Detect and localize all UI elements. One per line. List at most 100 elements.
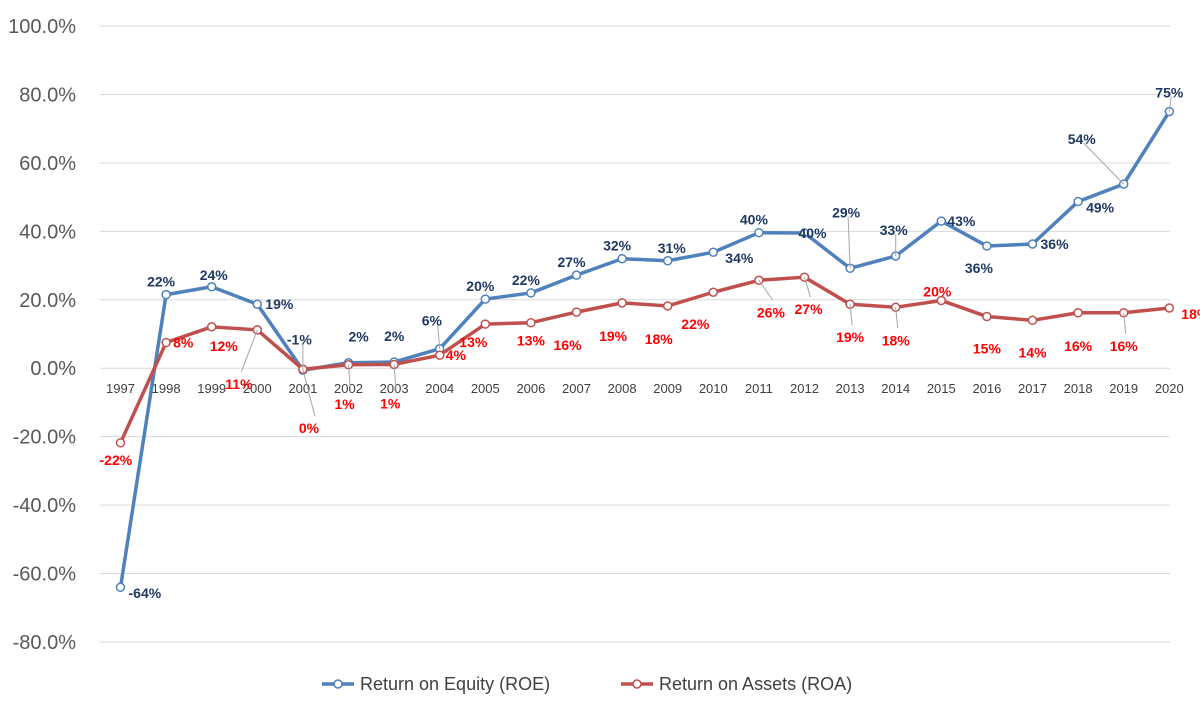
series-1-data-label: 18% <box>882 332 911 348</box>
x-tick-label: 1999 <box>197 381 226 396</box>
x-tick-label: 2002 <box>334 381 363 396</box>
y-tick-label: -60.0% <box>13 564 77 586</box>
series-1-data-label: 13% <box>517 333 546 349</box>
y-tick-label: -20.0% <box>13 427 77 449</box>
series-1-point <box>936 295 947 306</box>
series-1-data-label: 16% <box>554 337 583 353</box>
series-0-point <box>617 253 627 264</box>
x-tick-label: 2010 <box>699 381 728 396</box>
x-tick-label: 2000 <box>243 381 272 396</box>
x-tick-label: 2009 <box>653 381 682 396</box>
series-1-data-label: 15% <box>973 341 1002 357</box>
x-tick-label: 2020 <box>1155 381 1184 396</box>
x-tick-label: 2018 <box>1064 381 1093 396</box>
y-tick-label: 20.0% <box>19 290 76 312</box>
x-tick-label: 2003 <box>380 381 409 396</box>
series-0-data-label: 40% <box>799 225 828 241</box>
legend: Return on Equity (ROE) Return on Assets (… <box>322 674 852 694</box>
series-1-data-label: 0% <box>299 420 320 436</box>
x-tick-label: 1998 <box>152 381 181 396</box>
series-0-data-label: 2% <box>349 329 370 345</box>
series-1-data-label: 1% <box>335 396 356 412</box>
series-1-data-label: 18% <box>645 331 674 347</box>
series-0-data-label: 22% <box>147 274 176 290</box>
series-1-data-label: 1% <box>380 395 401 411</box>
x-tick-label: 2014 <box>881 381 910 396</box>
x-tick-label: 2007 <box>562 381 591 396</box>
series-lines <box>115 106 1175 592</box>
data-label-leader <box>847 216 851 269</box>
y-tick-label: 80.0% <box>19 84 76 106</box>
x-tick-label: 2013 <box>836 381 865 396</box>
x-tick-label: 2005 <box>471 381 500 396</box>
x-tick-label: 2015 <box>927 381 956 396</box>
series-1-point <box>526 317 536 328</box>
series-1-data-label: 22% <box>681 316 710 332</box>
series-0-data-label: 40% <box>740 212 769 228</box>
series-0-point <box>252 299 263 309</box>
series-1-point <box>206 322 217 332</box>
series-0-data-label: 31% <box>658 240 687 256</box>
y-tick-label: 40.0% <box>19 221 76 243</box>
series-0-point <box>1027 239 1038 249</box>
series-1-data-label: 26% <box>757 304 786 320</box>
x-tick-label: 2017 <box>1018 381 1047 396</box>
series-1-data-label: -22% <box>100 452 133 468</box>
series-1-point <box>617 298 627 308</box>
series-1-data-label: 16% <box>1110 338 1139 354</box>
series-1-data-label: 8% <box>173 335 194 351</box>
series-0-data-label: 22% <box>512 272 541 288</box>
data-label-leader <box>804 277 811 298</box>
series-0-data-label: 24% <box>200 267 229 283</box>
gridlines <box>100 25 1170 643</box>
series-1-data-label: 4% <box>446 347 467 363</box>
series-0-data-label: 34% <box>725 250 754 266</box>
data-label-leader <box>849 304 853 326</box>
data-label-leader <box>1168 96 1172 112</box>
y-tick-label: -40.0% <box>13 495 77 517</box>
x-tick-label: 2016 <box>972 381 1001 396</box>
series-0-data-label: 43% <box>947 213 976 229</box>
series-line-1 <box>118 275 1170 444</box>
series-0-data-label: 36% <box>965 260 994 276</box>
series-1-data-label: 27% <box>795 301 824 317</box>
data-label-leader <box>1123 312 1127 334</box>
x-tick-label: 2004 <box>425 381 454 396</box>
series-1-point <box>662 301 673 311</box>
x-tick-label: 1997 <box>106 381 135 396</box>
y-tick-label: 100.0% <box>8 16 76 38</box>
series-0-point <box>206 282 217 292</box>
series-0-point <box>526 288 536 298</box>
legend-label-1: Return on Assets (ROA) <box>659 674 852 694</box>
x-tick-label: 2001 <box>288 381 317 396</box>
series-0-data-label: -1% <box>287 331 312 347</box>
series-0-point <box>480 294 491 304</box>
data-label-leader <box>437 324 441 349</box>
legend-label-0: Return on Equity (ROE) <box>360 674 550 694</box>
series-0-data-label: 20% <box>466 278 495 294</box>
data-label-leader <box>302 369 316 417</box>
data-label-leader <box>393 364 397 392</box>
series-0-data-label: 29% <box>832 204 861 220</box>
series-0-point <box>161 289 171 300</box>
series-1-data-label: 12% <box>210 338 239 354</box>
series-0-data-label: -64% <box>129 585 162 601</box>
series-0-data-label: 36% <box>1041 236 1070 252</box>
series-0-data-label: 49% <box>1086 200 1115 216</box>
data-label-leader <box>895 307 899 329</box>
label-leader-lines <box>240 96 1172 417</box>
series-0-point <box>708 247 719 257</box>
series-1-point <box>434 350 445 360</box>
series-0-point <box>799 228 810 238</box>
data-labels: -64% 22% 24% 19% -1% 2% 2% 6% 20% 22% 27% 32% 31% 34%… <box>100 85 1200 602</box>
x-tick-label: 2006 <box>516 381 545 396</box>
x-tick-label: 2011 <box>745 381 773 396</box>
legend-marker-1 <box>632 679 642 689</box>
series-1-point <box>708 287 719 297</box>
series-1-point <box>1027 315 1038 326</box>
y-axis-tick-labels: 100.0% 80.0% 60.0% 40.0% 20.0% 0.0% -20.0% -40.… <box>8 16 76 654</box>
series-1-data-label: 19% <box>836 329 865 345</box>
series-1-point <box>982 311 992 322</box>
series-0-data-label: 32% <box>603 238 632 254</box>
